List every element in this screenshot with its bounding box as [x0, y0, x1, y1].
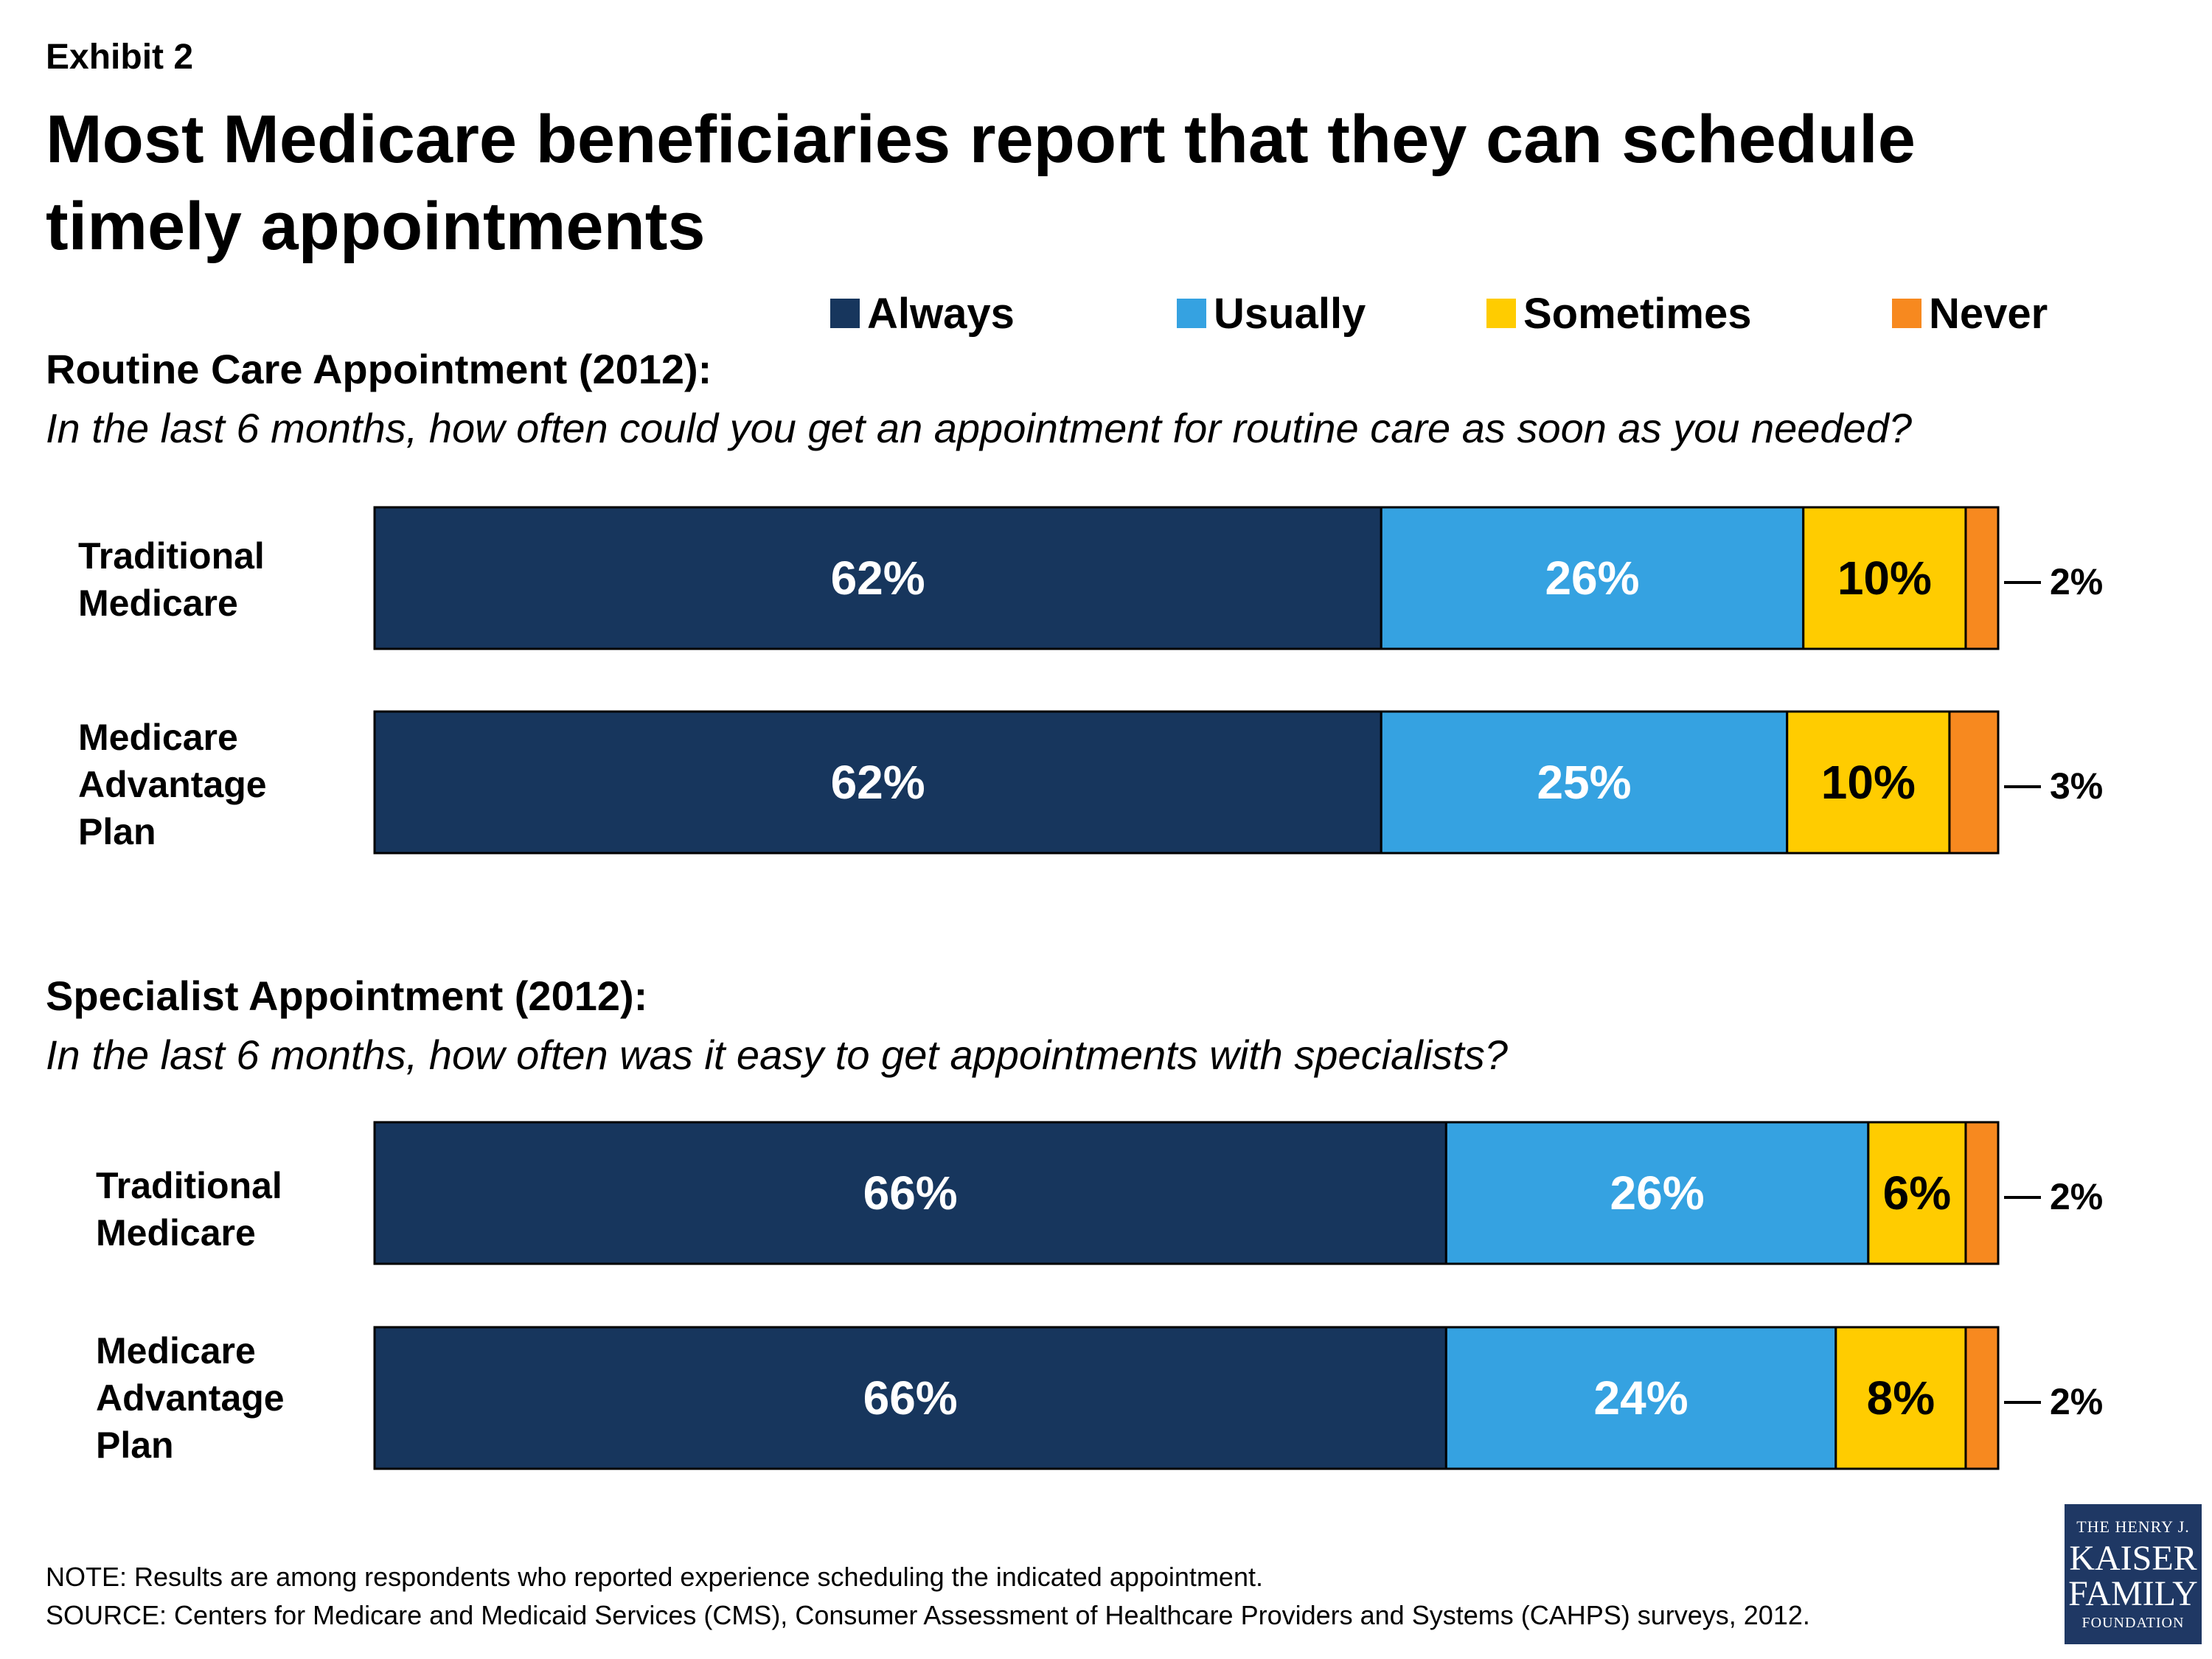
legend-label-always: Always: [867, 289, 1015, 338]
data-label-always: 62%: [831, 552, 925, 605]
legend-item-sometimes: Sometimes: [1486, 289, 1751, 338]
data-label-never: 2%: [2050, 1176, 2103, 1217]
legend-swatch-always: [830, 299, 860, 328]
label-line: Advantage: [78, 764, 267, 805]
bar-specialist-row0-usually: [1444, 1121, 1870, 1265]
bar-specialist-row0-sometimes: [1867, 1121, 1967, 1265]
exhibit-label: Exhibit 2: [46, 38, 194, 77]
data-label-sometimes: 10%: [1821, 756, 1916, 809]
bar-routine-row0-sometimes: [1802, 506, 1967, 650]
label-line: Medicare: [78, 717, 238, 758]
bar-specialist-row1-usually: [1444, 1326, 1837, 1470]
bar-specialist-row0-never: [1964, 1121, 2000, 1265]
kff-logo: THE HENRY J. KAISER FAMILY FOUNDATION: [2065, 1504, 2202, 1644]
data-label-sometimes: 6%: [1883, 1166, 1952, 1220]
data-label-never: 3%: [2050, 765, 2103, 807]
legend-swatch-usually: [1177, 299, 1206, 328]
bar-routine-row1-never: [1948, 710, 2000, 855]
legend-item-always: Always: [830, 289, 1015, 338]
data-label-sometimes: 10%: [1837, 552, 1932, 605]
legend-swatch-never: [1892, 299, 1921, 328]
bar-routine-row0-never: [1964, 506, 2000, 650]
logo-line: THE HENRY J.: [2076, 1517, 2190, 1536]
label-line: Plan: [96, 1425, 174, 1466]
data-label-usually: 26%: [1610, 1166, 1705, 1220]
bar-routine-row1-always: [373, 710, 1382, 855]
specialist-row-label-traditional: Traditional Medicare: [96, 1162, 282, 1256]
data-label-usually: 26%: [1545, 552, 1639, 605]
source-text: SOURCE: Centers for Medicare and Medicai…: [46, 1600, 1810, 1630]
data-label-usually: 24%: [1594, 1371, 1688, 1425]
bar-routine-row0-usually: [1380, 506, 1805, 650]
routine-section-question: In the last 6 months, how often could yo…: [46, 405, 1912, 451]
data-label-always: 66%: [863, 1371, 958, 1425]
logo-line: KAISER: [2069, 1539, 2197, 1578]
routine-section-title: Routine Care Appointment (2012):: [46, 346, 712, 392]
legend-item-usually: Usually: [1177, 289, 1366, 338]
data-label-usually: 25%: [1537, 756, 1631, 809]
legend-label-never: Never: [1929, 289, 2048, 338]
bar-routine-row1-usually: [1380, 710, 1789, 855]
data-label-always: 62%: [831, 756, 925, 809]
specialist-row-label-advantage: Medicare Advantage Plan: [96, 1327, 285, 1469]
label-line: Traditional: [96, 1165, 282, 1206]
legend-label-usually: Usually: [1214, 289, 1366, 338]
specialist-section-title: Specialist Appointment (2012):: [46, 973, 648, 1019]
specialist-section-question: In the last 6 months, how often was it e…: [46, 1032, 1508, 1078]
routine-row-label-advantage: Medicare Advantage Plan: [78, 714, 267, 855]
legend-item-never: Never: [1892, 289, 2048, 338]
bar-specialist-row0-always: [373, 1121, 1447, 1265]
logo-line: FAMILY: [2068, 1574, 2198, 1613]
label-line: Plan: [78, 811, 156, 852]
label-line: Advantage: [96, 1377, 285, 1419]
data-label-always: 66%: [863, 1166, 958, 1220]
routine-row-label-traditional: Traditional Medicare: [78, 532, 265, 627]
bar-routine-row1-sometimes: [1786, 710, 1951, 855]
legend-label-sometimes: Sometimes: [1523, 289, 1752, 338]
legend-swatch-sometimes: [1486, 299, 1516, 328]
bar-specialist-row1-never: [1964, 1326, 2000, 1470]
data-label-sometimes: 8%: [1867, 1371, 1935, 1425]
page-title: Most Medicare beneficiaries report that …: [46, 102, 1916, 264]
bar-routine-row0-always: [373, 506, 1382, 650]
label-line: Medicare: [96, 1330, 256, 1371]
label-line: Medicare: [96, 1212, 256, 1253]
bar-specialist-row1-always: [373, 1326, 1447, 1470]
label-line: Traditional: [78, 535, 265, 577]
data-label-never: 2%: [2050, 561, 2103, 602]
logo-line: FOUNDATION: [2081, 1615, 2185, 1631]
data-label-never: 2%: [2050, 1381, 2103, 1422]
note-text: NOTE: Results are among respondents who …: [46, 1562, 1263, 1592]
label-line: Medicare: [78, 582, 238, 624]
